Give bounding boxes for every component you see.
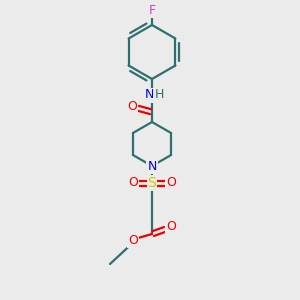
Text: S: S xyxy=(148,176,156,190)
Text: O: O xyxy=(166,176,176,190)
Text: N: N xyxy=(144,88,154,101)
Text: F: F xyxy=(148,4,156,16)
Text: O: O xyxy=(128,233,138,247)
Text: N: N xyxy=(147,160,157,172)
Text: H: H xyxy=(154,88,164,101)
Text: O: O xyxy=(127,100,137,112)
Text: O: O xyxy=(128,176,138,190)
Text: O: O xyxy=(166,220,176,233)
